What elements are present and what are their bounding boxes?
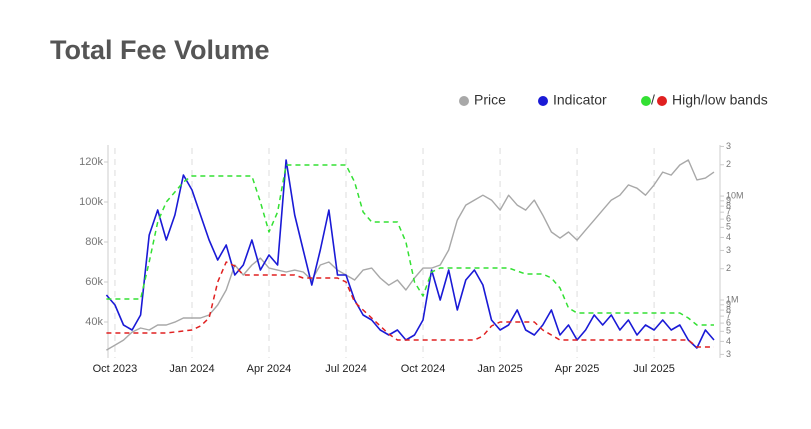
y2-tick-label: 7 (726, 207, 731, 217)
y-tick-label: 80k (85, 236, 103, 248)
legend-label: Price (474, 92, 506, 108)
legend-swatch (641, 96, 651, 106)
band-line (106, 261, 714, 348)
y2-tick-label: 6 (726, 213, 731, 223)
y2-tick-label: 2 (726, 159, 731, 169)
y2-tick-label: 4 (726, 336, 731, 346)
y2-tick-label: 4 (726, 232, 731, 242)
x-tick-label: Jan 2025 (477, 363, 522, 375)
y2-tick-label: 3 (726, 141, 731, 151)
y2-tick-label: 7 (726, 311, 731, 321)
y2-tick-label: 3 (726, 245, 731, 255)
y2-tick-label: 5 (726, 326, 731, 336)
series-line (106, 159, 715, 351)
y-tick-label: 60k (85, 276, 103, 288)
y2-tick-label: 9 (726, 195, 731, 205)
legend-label: High/low bands (672, 92, 768, 108)
y2-tick-label: 8 (726, 201, 731, 211)
x-tick-label: Apr 2024 (247, 363, 292, 375)
x-tick-label: Oct 2023 (93, 363, 138, 375)
legend-swatch (657, 96, 667, 106)
y2-tick-label: 10M (726, 190, 744, 200)
x-tick-label: Apr 2025 (555, 363, 600, 375)
x-tick-label: Jul 2025 (633, 363, 675, 375)
legend-swatch (538, 96, 548, 106)
legend-label: Indicator (553, 92, 607, 108)
y2-tick-label: 8 (726, 304, 731, 314)
y-tick-label: 40k (85, 316, 103, 328)
y2-tick-label: 5 (726, 222, 731, 232)
y2-tick-label: 1M (726, 294, 739, 304)
legend-swatch (459, 96, 469, 106)
series-line (105, 159, 715, 349)
band-line (106, 164, 714, 326)
x-tick-label: Oct 2024 (401, 363, 446, 375)
legend-separator: / (651, 92, 655, 108)
y2-tick-label: 3 (726, 349, 731, 359)
y2-tick-label: 2 (726, 263, 731, 273)
y2-tick-label: 9 (726, 299, 731, 309)
title: Total Fee Volume (50, 35, 270, 65)
y2-tick-label: 6 (726, 317, 731, 327)
x-tick-label: Jul 2024 (325, 363, 367, 375)
x-tick-label: Jan 2024 (169, 363, 214, 375)
y-tick-label: 120k (79, 156, 103, 168)
y-tick-label: 100k (79, 196, 103, 208)
